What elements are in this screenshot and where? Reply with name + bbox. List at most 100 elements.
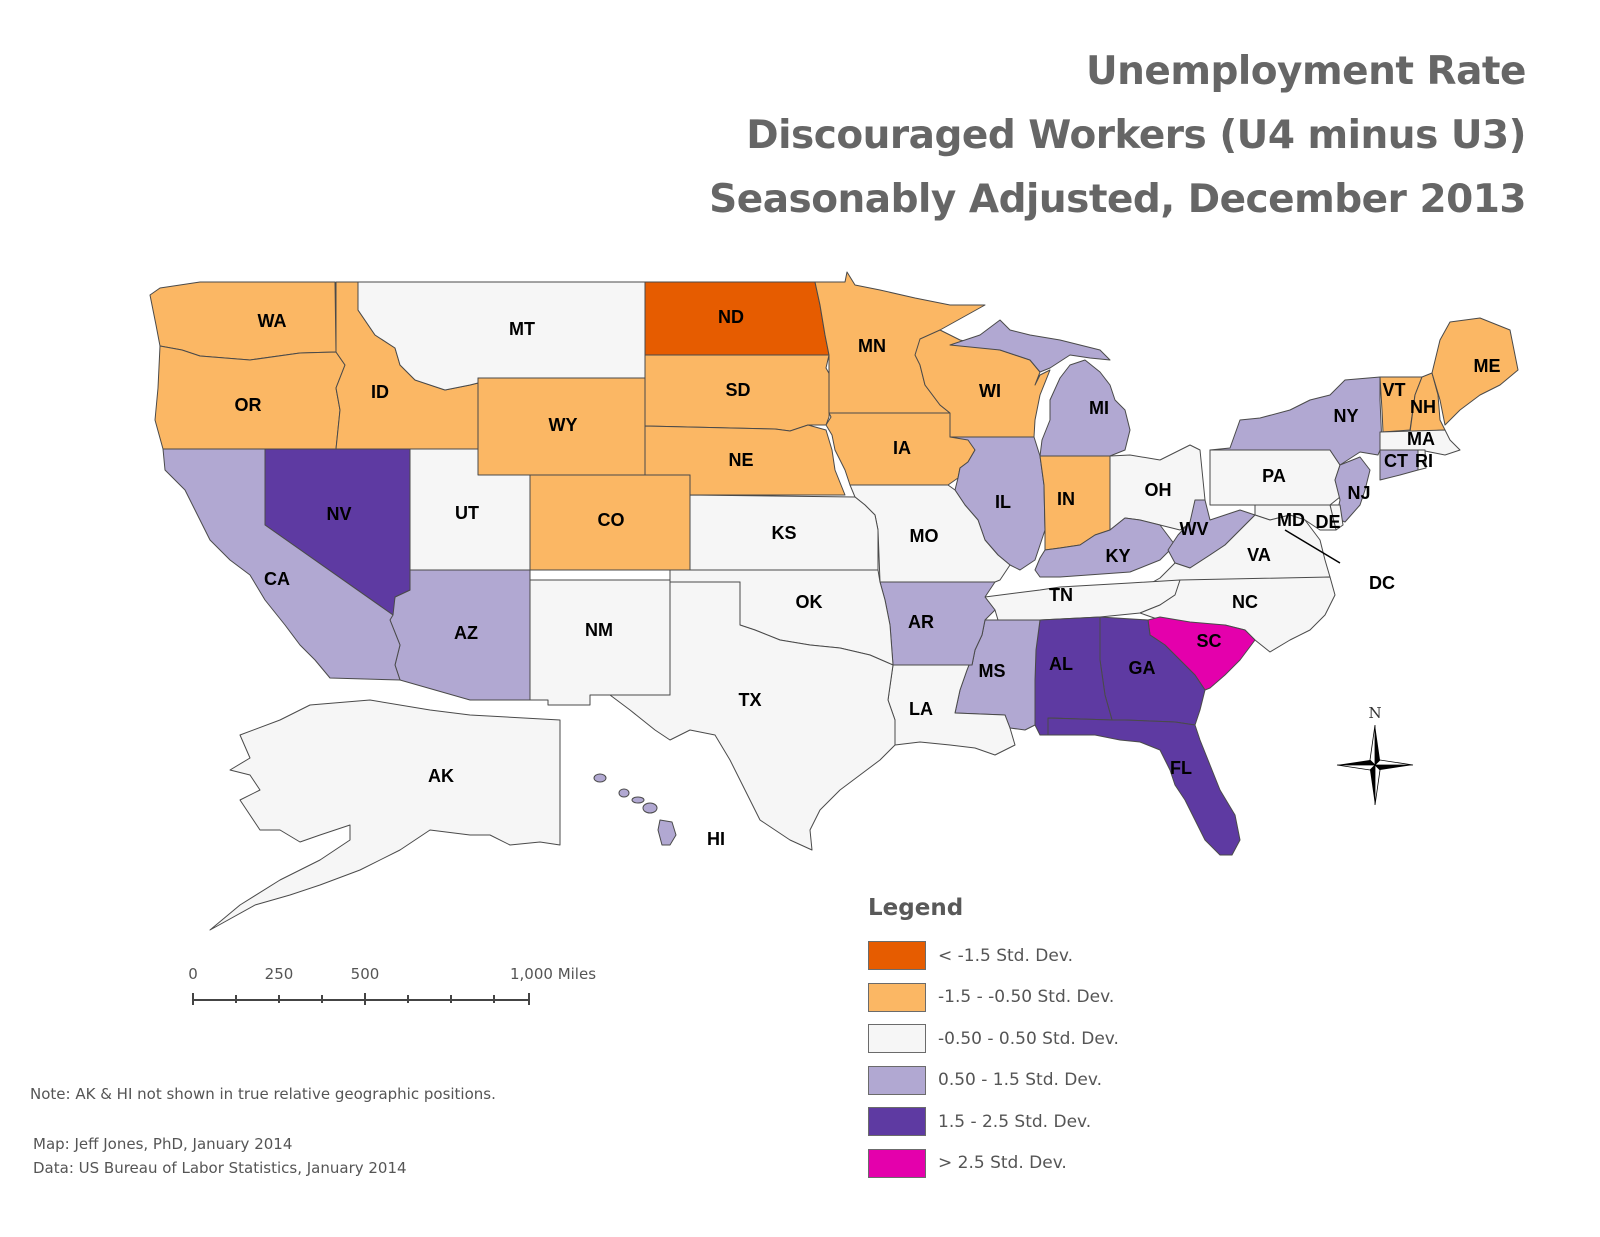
label-wi: WI: [979, 381, 1001, 401]
state-labels: WA OR ID MT ND MN WI MI SD WY NE IA IL I…: [235, 307, 1501, 849]
label-tx: TX: [738, 690, 761, 710]
label-il: IL: [995, 492, 1011, 512]
legend: Legend < -1.5 Std. Dev. -1.5 - -0.50 Std…: [868, 895, 1119, 1184]
state-fl[interactable]: [1047, 717, 1241, 856]
label-ar: AR: [908, 612, 934, 632]
scale-label-0: 0: [188, 965, 198, 983]
map-credit: Map: Jeff Jones, PhD, January 2014: [33, 1135, 293, 1153]
state-nj[interactable]: [1334, 456, 1371, 523]
label-mn: MN: [858, 336, 886, 356]
label-ny: NY: [1333, 406, 1358, 426]
scale-tick: [364, 993, 366, 1005]
label-ks: KS: [771, 523, 796, 543]
scale-tick: [321, 995, 323, 1003]
label-ia: IA: [893, 438, 911, 458]
state-mi[interactable]: [1039, 359, 1131, 457]
label-ca: CA: [264, 569, 290, 589]
legend-swatch: [868, 1148, 926, 1178]
label-wy: WY: [549, 415, 578, 435]
label-ma: MA: [1407, 429, 1435, 449]
scale-tick: [528, 993, 530, 1005]
label-oh: OH: [1145, 480, 1172, 500]
label-vt: VT: [1382, 380, 1405, 400]
legend-swatch: [868, 982, 926, 1012]
data-credit: Data: US Bureau of Labor Statistics, Jan…: [33, 1159, 407, 1177]
label-az: AZ: [454, 623, 478, 643]
compass-star-icon: [1336, 724, 1414, 806]
label-fl: FL: [1170, 758, 1192, 778]
label-wa: WA: [258, 311, 287, 331]
legend-item: 1.5 - 2.5 Std. Dev.: [868, 1101, 1119, 1143]
label-mi: MI: [1089, 398, 1109, 418]
state-tx[interactable]: [589, 581, 896, 851]
scale-tick: [278, 995, 280, 1003]
label-tn: TN: [1049, 585, 1073, 605]
label-co: CO: [598, 510, 625, 530]
label-ne: NE: [728, 450, 753, 470]
scale-tick: [235, 995, 237, 1003]
legend-label: 0.50 - 1.5 Std. Dev.: [938, 1070, 1102, 1091]
label-nd: ND: [718, 307, 744, 327]
scale-tick: [192, 993, 194, 1005]
label-va: VA: [1247, 545, 1271, 565]
label-md: MD: [1277, 510, 1305, 530]
legend-label: < -1.5 Std. Dev.: [938, 945, 1073, 966]
label-id: ID: [371, 382, 389, 402]
legend-label: > 2.5 Std. Dev.: [938, 1153, 1067, 1174]
state-ky[interactable]: [1034, 517, 1176, 578]
label-me: ME: [1474, 356, 1501, 376]
label-ut: UT: [455, 503, 479, 523]
label-nh: NH: [1410, 397, 1436, 417]
scale-line: [193, 999, 528, 1001]
legend-swatch: [868, 1024, 926, 1054]
state-wa[interactable]: [149, 281, 337, 361]
note-text: Note: AK & HI not shown in true relative…: [30, 1085, 496, 1103]
scale-bar: 0 250 500 1,000 Miles: [188, 965, 596, 1015]
state-ny[interactable]: [1209, 376, 1383, 466]
legend-item: < -1.5 Std. Dev.: [868, 935, 1119, 977]
state-al[interactable]: [1034, 616, 1113, 736]
scale-tick: [407, 995, 409, 1003]
label-ak: AK: [428, 766, 454, 786]
label-mt: MT: [509, 319, 535, 339]
label-al: AL: [1049, 654, 1073, 674]
map-title: Unemployment Rate Discouraged Workers (U…: [709, 40, 1526, 232]
state-nm[interactable]: [529, 579, 671, 706]
compass-rose: N: [1330, 700, 1420, 815]
legend-label: -0.50 - 0.50 Std. Dev.: [938, 1028, 1119, 1049]
label-ga: GA: [1129, 658, 1156, 678]
legend-swatch: [868, 1107, 926, 1137]
legend-swatch: [868, 1065, 926, 1095]
state-ca[interactable]: [162, 448, 401, 681]
state-hi[interactable]: [593, 773, 677, 846]
north-label: N: [1368, 704, 1381, 722]
label-in: IN: [1057, 489, 1075, 509]
legend-label: 1.5 - 2.5 Std. Dev.: [938, 1111, 1092, 1132]
label-wv: WV: [1180, 519, 1209, 539]
state-ri[interactable]: [1417, 449, 1427, 471]
label-de: DE: [1315, 512, 1340, 532]
label-nc: NC: [1232, 592, 1258, 612]
legend-item: 0.50 - 1.5 Std. Dev.: [868, 1060, 1119, 1102]
label-nv: NV: [326, 504, 351, 524]
label-nj: NJ: [1347, 483, 1370, 503]
scale-label-500: 500: [350, 965, 380, 983]
label-hi: HI: [707, 829, 725, 849]
state-mi-upper[interactable]: [949, 319, 1111, 373]
legend-swatch: [868, 941, 926, 971]
label-ri: RI: [1415, 451, 1433, 471]
label-la: LA: [909, 699, 933, 719]
state-me[interactable]: [1431, 317, 1519, 426]
label-sd: SD: [725, 380, 750, 400]
state-ct[interactable]: [1379, 449, 1419, 481]
state-ak[interactable]: [209, 699, 561, 931]
label-or: OR: [235, 395, 262, 415]
label-mo: MO: [910, 526, 939, 546]
title-line-2: Discouraged Workers (U4 minus U3): [746, 113, 1526, 158]
label-ok: OK: [796, 592, 823, 612]
label-dc: DC: [1369, 573, 1395, 593]
label-sc: SC: [1196, 631, 1221, 651]
scale-tick: [493, 995, 495, 1003]
legend-item: > 2.5 Std. Dev.: [868, 1143, 1119, 1185]
